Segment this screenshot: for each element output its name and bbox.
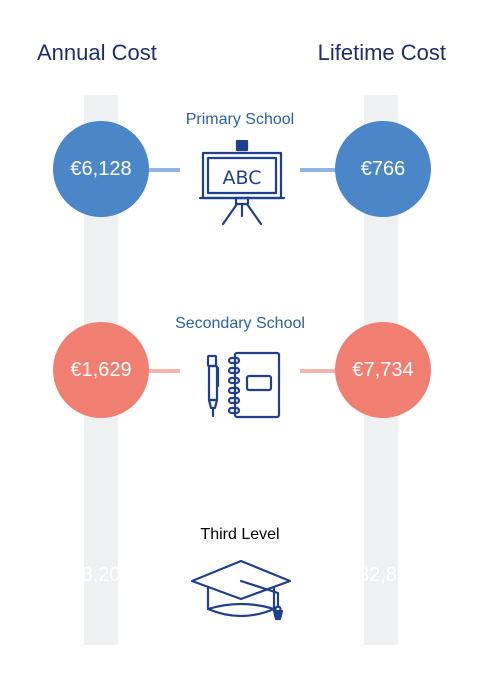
connector-right	[300, 369, 338, 373]
section-label: Secondary School	[175, 315, 305, 332]
board-text: ABC	[223, 167, 262, 189]
section-label: Third Level	[200, 526, 280, 543]
chalkboard-abc-icon: ABC	[198, 140, 286, 226]
annual-cost-value: €1,629	[53, 322, 149, 418]
connector-left	[142, 168, 180, 172]
lifetime-cost-value: €32,824	[346, 563, 420, 586]
section-label: Primary School	[185, 111, 295, 128]
lifetime-cost-header: Lifetime Cost	[317, 40, 446, 65]
annual-cost-value: €8,206	[70, 563, 132, 586]
notebook-pen-icon	[206, 351, 281, 419]
graduation-cap-icon	[190, 559, 292, 621]
annual-cost-value: €6,128	[53, 121, 149, 217]
connector-right	[300, 168, 338, 172]
annual-cost-header: Annual Cost	[37, 40, 157, 65]
connector-right	[300, 574, 338, 578]
connector-left	[142, 369, 180, 373]
lifetime-cost-value: €766	[335, 121, 431, 217]
lifetime-cost-value: €7,734	[335, 322, 431, 418]
